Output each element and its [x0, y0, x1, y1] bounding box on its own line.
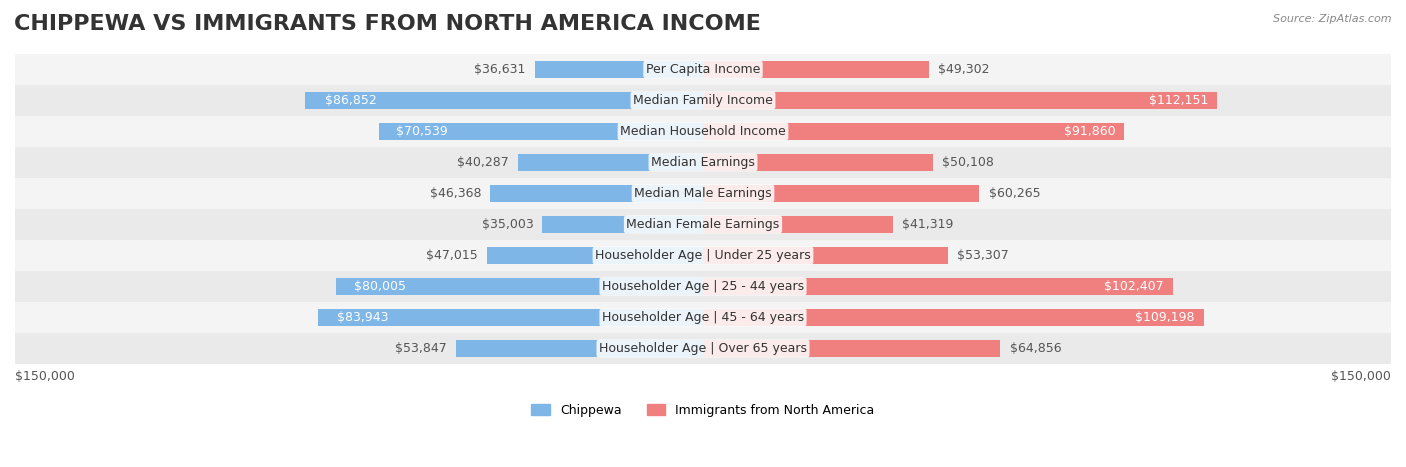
Text: Householder Age | 45 - 64 years: Householder Age | 45 - 64 years [602, 311, 804, 324]
Text: $109,198: $109,198 [1135, 311, 1195, 324]
Bar [15, 271, 1391, 302]
Bar [491, 185, 703, 202]
Bar [15, 302, 1391, 333]
Bar [703, 185, 980, 202]
Bar [336, 278, 703, 295]
Text: Householder Age | 25 - 44 years: Householder Age | 25 - 44 years [602, 280, 804, 293]
Bar [15, 116, 1391, 147]
Bar [703, 154, 932, 171]
Text: $102,407: $102,407 [1104, 280, 1164, 293]
Bar [703, 61, 929, 78]
Text: Median Household Income: Median Household Income [620, 125, 786, 138]
Bar [15, 240, 1391, 271]
Bar [703, 123, 1125, 140]
Bar [15, 209, 1391, 240]
Text: $49,302: $49,302 [938, 63, 990, 76]
Bar [380, 123, 703, 140]
Text: $36,631: $36,631 [474, 63, 526, 76]
Bar [456, 340, 703, 357]
Text: $35,003: $35,003 [481, 218, 533, 231]
Bar [305, 92, 703, 109]
Text: $53,307: $53,307 [956, 249, 1008, 262]
Bar [15, 85, 1391, 116]
Bar [519, 154, 703, 171]
Text: $47,015: $47,015 [426, 249, 478, 262]
Text: $80,005: $80,005 [354, 280, 406, 293]
Bar [703, 216, 893, 233]
Text: $150,000: $150,000 [15, 370, 75, 383]
Text: $112,151: $112,151 [1149, 94, 1208, 107]
Text: Per Capita Income: Per Capita Income [645, 63, 761, 76]
Text: $60,265: $60,265 [988, 187, 1040, 200]
Bar [15, 178, 1391, 209]
Text: CHIPPEWA VS IMMIGRANTS FROM NORTH AMERICA INCOME: CHIPPEWA VS IMMIGRANTS FROM NORTH AMERIC… [14, 14, 761, 34]
Text: $46,368: $46,368 [430, 187, 481, 200]
Bar [703, 247, 948, 264]
Text: Median Family Income: Median Family Income [633, 94, 773, 107]
Text: $86,852: $86,852 [325, 94, 377, 107]
Bar [536, 61, 703, 78]
Text: $150,000: $150,000 [1331, 370, 1391, 383]
Text: $70,539: $70,539 [395, 125, 447, 138]
Bar [703, 309, 1204, 326]
Text: Median Earnings: Median Earnings [651, 156, 755, 169]
Text: Householder Age | Under 25 years: Householder Age | Under 25 years [595, 249, 811, 262]
Bar [703, 278, 1173, 295]
Text: Median Male Earnings: Median Male Earnings [634, 187, 772, 200]
Text: $50,108: $50,108 [942, 156, 994, 169]
Bar [15, 333, 1391, 364]
Bar [318, 309, 703, 326]
Text: $64,856: $64,856 [1010, 342, 1062, 355]
Bar [488, 247, 703, 264]
Text: $83,943: $83,943 [337, 311, 388, 324]
Text: $41,319: $41,319 [901, 218, 953, 231]
Bar [703, 92, 1218, 109]
Text: Source: ZipAtlas.com: Source: ZipAtlas.com [1274, 14, 1392, 24]
Bar [543, 216, 703, 233]
Text: $91,860: $91,860 [1063, 125, 1115, 138]
Text: Median Female Earnings: Median Female Earnings [627, 218, 779, 231]
Text: $40,287: $40,287 [457, 156, 509, 169]
Legend: Chippewa, Immigrants from North America: Chippewa, Immigrants from North America [526, 399, 880, 422]
Bar [15, 147, 1391, 178]
Bar [15, 54, 1391, 85]
Text: $53,847: $53,847 [395, 342, 447, 355]
Bar [703, 340, 1001, 357]
Text: Householder Age | Over 65 years: Householder Age | Over 65 years [599, 342, 807, 355]
